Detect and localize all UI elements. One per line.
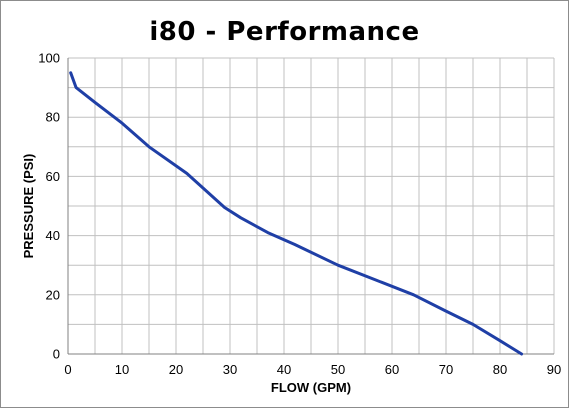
x-tick-label: 50 (331, 362, 345, 377)
y-axis-title: PRESSURE (PSI) (21, 154, 36, 259)
y-tick-label: 40 (46, 228, 60, 243)
x-tick-label: 10 (115, 362, 129, 377)
x-tick-label: 40 (277, 362, 291, 377)
x-tick-label: 80 (493, 362, 507, 377)
x-tick-label: 0 (64, 362, 71, 377)
y-tick-label: 100 (38, 51, 60, 66)
x-tick-label: 90 (547, 362, 561, 377)
x-tick-label: 60 (385, 362, 399, 377)
x-tick-label: 70 (439, 362, 453, 377)
y-tick-label: 20 (46, 287, 60, 302)
x-tick-label: 20 (169, 362, 183, 377)
y-tick-label: 0 (53, 347, 60, 362)
x-tick-label: 30 (223, 362, 237, 377)
y-tick-label: 60 (46, 169, 60, 184)
y-tick-label: 80 (46, 110, 60, 125)
x-axis-title: FLOW (GPM) (271, 380, 351, 395)
series-line-0 (69, 71, 524, 356)
chart-title: i80 - Performance (149, 17, 420, 47)
